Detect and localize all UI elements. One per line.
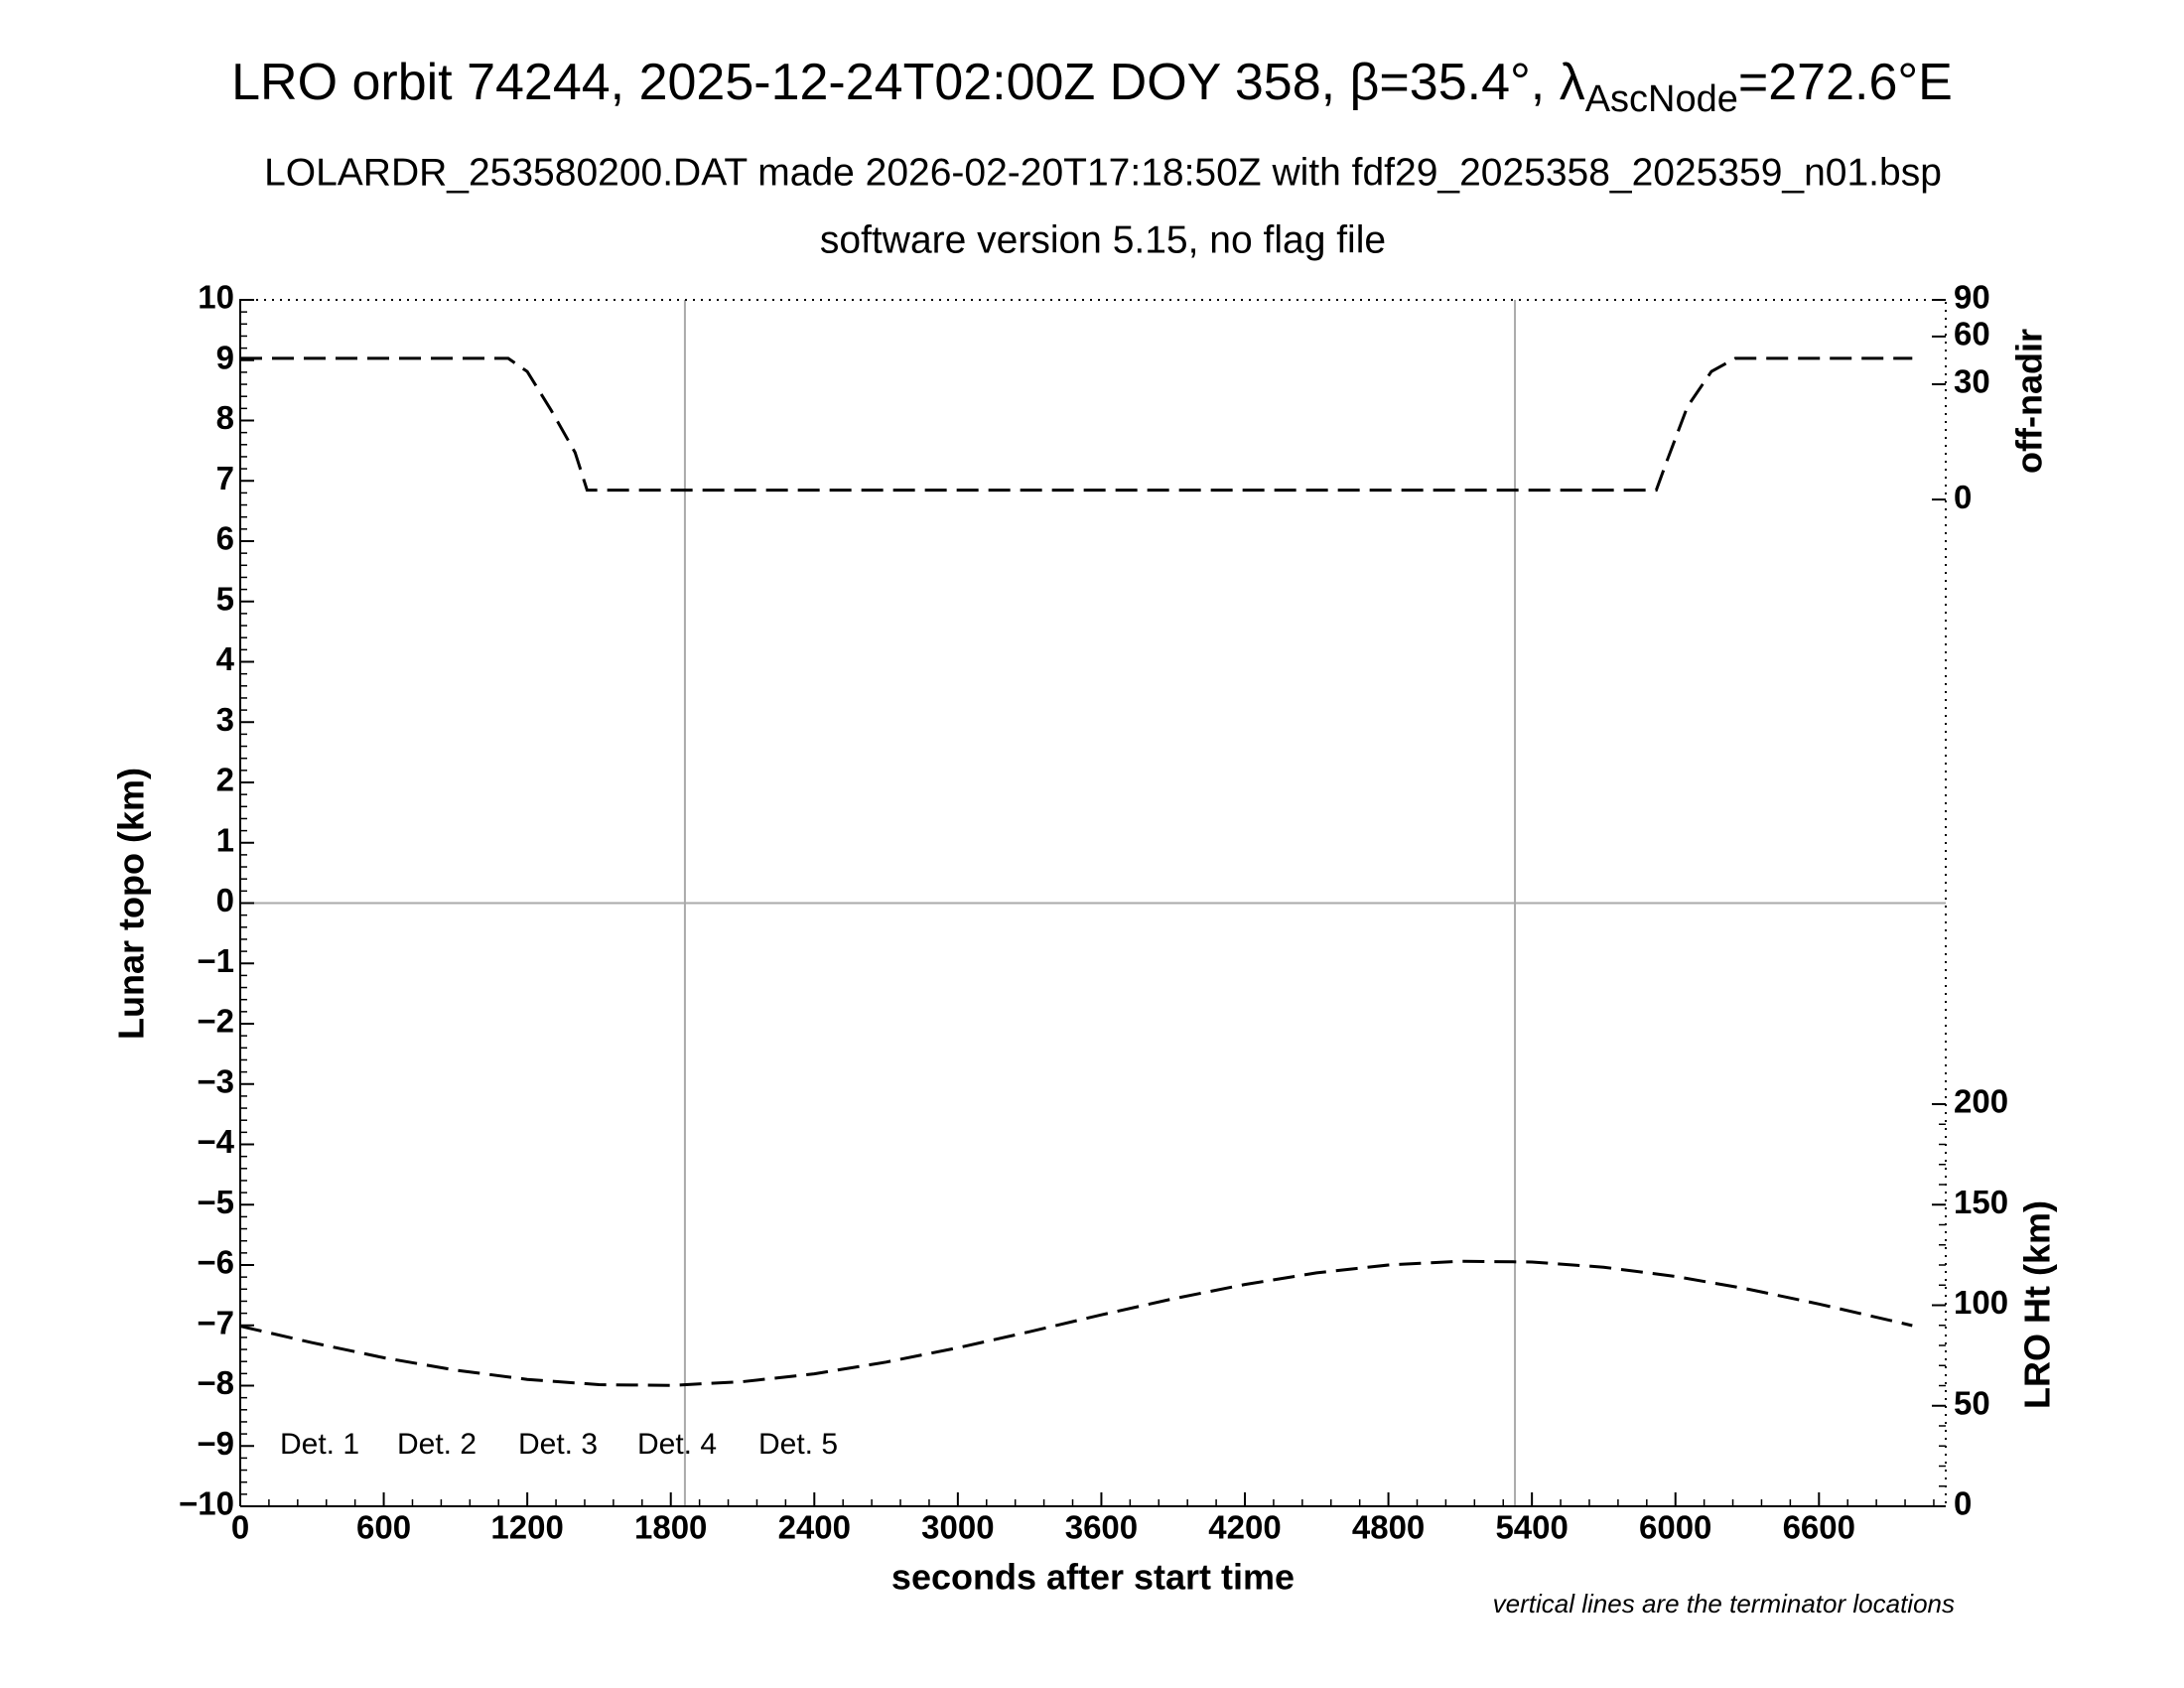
y-tick-label: 0 (216, 882, 234, 918)
y-tick-label: −8 (197, 1364, 234, 1401)
x-tick-label: 3600 (1065, 1509, 1138, 1546)
x-tick-label: 3000 (921, 1509, 994, 1546)
y-tick-label: 6 (216, 520, 234, 557)
x-tick-label: 0 (231, 1509, 249, 1546)
y3-tick-label: 150 (1954, 1184, 2008, 1220)
y-tick-label: −6 (197, 1244, 234, 1281)
subtitle: software version 5.15, no flag file (820, 218, 1386, 261)
y3-tick-label: 50 (1954, 1384, 1990, 1421)
y-tick-label: 5 (216, 580, 234, 617)
y2-tick-label: 90 (1954, 279, 1990, 316)
y-tick-label: −1 (197, 942, 234, 979)
y-tick-label: 10 (198, 279, 234, 316)
x-tick-label: 6600 (1783, 1509, 1855, 1546)
legend-entry: Det. 1 (280, 1428, 359, 1461)
y-tick-label: −2 (197, 1003, 234, 1040)
y2-axis-label: off-nadir (2009, 329, 2050, 474)
title-sub: AscNode (1585, 78, 1738, 120)
y-tick-label: −10 (179, 1485, 234, 1522)
legend-entry: Det. 5 (758, 1428, 838, 1461)
y-tick-label: −4 (197, 1123, 234, 1160)
y3-tick-label: 0 (1954, 1485, 1972, 1522)
y-tick-label: −7 (197, 1304, 234, 1340)
series-line (239, 1259, 1913, 1387)
y3-tick-label: 100 (1954, 1284, 2008, 1321)
x-tick-label: 6000 (1639, 1509, 1711, 1546)
y-axis-label: Lunar topo (km) (111, 768, 152, 1040)
x-tick-label: 5400 (1495, 1509, 1568, 1546)
y-tick-label: 4 (216, 640, 235, 677)
y-tick-label: 3 (216, 701, 234, 738)
legend-entry: Det. 4 (637, 1428, 717, 1461)
x-tick-label: 4200 (1208, 1509, 1281, 1546)
y-tick-label: 1 (216, 821, 234, 858)
y-tick-label: −9 (197, 1425, 234, 1462)
y-tick-label: −3 (197, 1062, 234, 1099)
y-tick-label: 2 (216, 762, 234, 798)
x-tick-label: 600 (356, 1509, 411, 1546)
series-line (240, 356, 1913, 492)
note: vertical lines are the terminator locati… (1493, 1589, 1955, 1618)
x-axis-label: seconds after start time (891, 1557, 1295, 1598)
chart-title: LRO orbit 74244, 2025-12-24T02:00Z DOY 3… (231, 54, 1953, 120)
x-tick-label: 2400 (778, 1509, 851, 1546)
y3-axis-label: LRO Ht (km) (2017, 1200, 2058, 1409)
y-tick-label: 8 (216, 399, 234, 436)
y2-tick-label: 60 (1954, 316, 1990, 352)
y-tick-label: −5 (197, 1184, 234, 1220)
y-tick-label: 7 (216, 460, 234, 496)
legend-entry: Det. 2 (397, 1428, 477, 1461)
y2-tick-label: 30 (1954, 363, 1990, 400)
legend-entry: Det. 3 (518, 1428, 598, 1461)
x-tick-label: 4800 (1352, 1509, 1425, 1546)
x-tick-label: 1200 (490, 1509, 563, 1546)
subtitle: LOLARDR_253580200.DAT made 2026-02-20T17… (264, 151, 1942, 194)
title-main: LRO orbit 74244, 2025-12-24T02:00Z DOY 3… (231, 54, 1585, 111)
y-tick-label: 9 (216, 339, 234, 375)
title-end: =272.6°E (1738, 54, 1953, 111)
x-tick-label: 1800 (634, 1509, 707, 1546)
y3-tick-label: 200 (1954, 1083, 2008, 1120)
y2-tick-label: 0 (1954, 479, 1972, 515)
